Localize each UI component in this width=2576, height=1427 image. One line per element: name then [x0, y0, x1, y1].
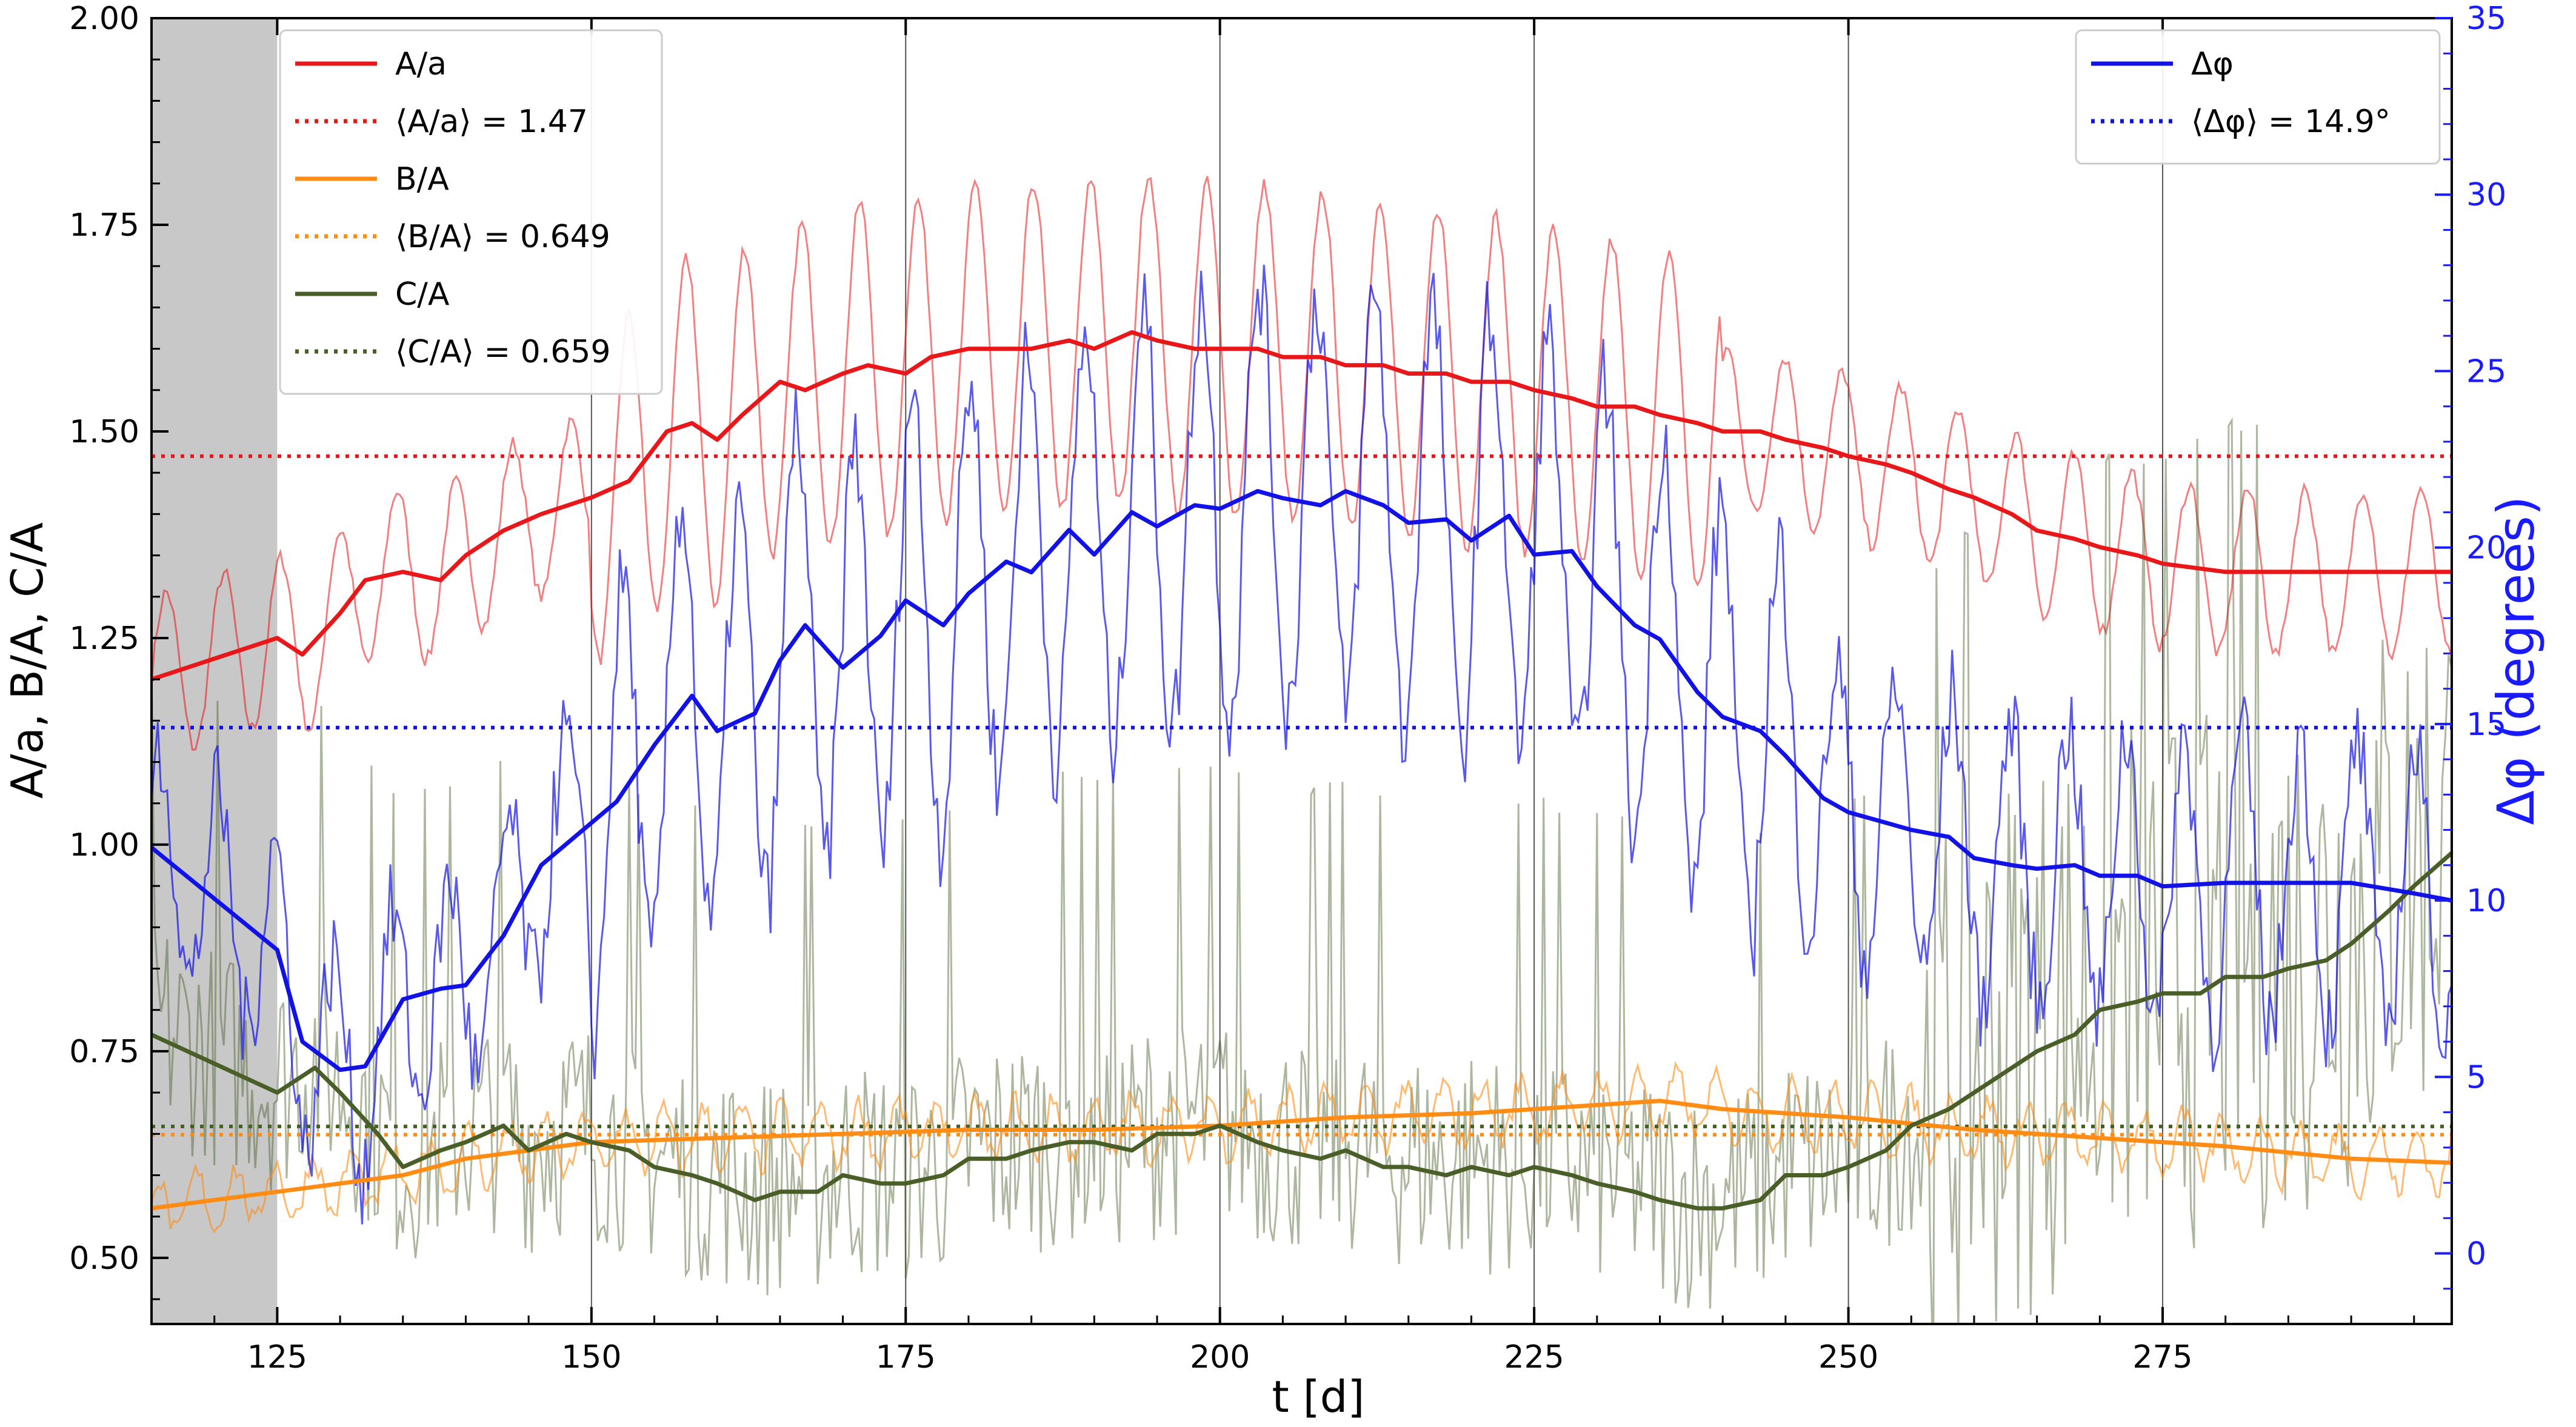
y-tick-label-right: 15: [2466, 707, 2506, 743]
y-tick-label-left: 1.00: [69, 827, 139, 863]
x-tick-label: 200: [1190, 1339, 1250, 1375]
legend-label: B/A: [395, 161, 449, 198]
legend-label: C/A: [395, 276, 450, 313]
raw-line-A-over-a: [152, 176, 2452, 751]
series-line-0: [152, 330, 2452, 682]
legend-right-box: [2075, 29, 2441, 165]
y-tick-label-left: 0.50: [69, 1240, 139, 1277]
y-tick-label-left: 2.00: [69, 1, 139, 37]
x-tick-label: 150: [561, 1339, 621, 1375]
raw-line-B-over-A: [152, 1060, 2452, 1234]
x-tick-label: 175: [876, 1339, 936, 1375]
legend-label: A/a: [395, 46, 447, 82]
series-line-2: [152, 851, 2452, 1211]
x-tick-label: 275: [2132, 1339, 2192, 1375]
legend-left: A/a ⟨A/a⟩ = 1.47 B/A ⟨B/A⟩ = 0.649 C/A ⟨C/A⟩ …: [279, 29, 663, 395]
series-line-1: [152, 1099, 2452, 1211]
y-tick-label-right: 20: [2466, 530, 2506, 567]
axes-frame: [150, 17, 2453, 1325]
legend-right: Δφ ⟨Δφ⟩ = 14.9°: [2075, 29, 2441, 165]
y-tick-label-left: 0.75: [69, 1034, 139, 1070]
y-tick-label-right: 10: [2466, 883, 2506, 919]
y-tick-label-right: 0: [2466, 1236, 2486, 1272]
legend-label: ⟨B/A⟩ = 0.649: [395, 219, 610, 255]
y-tick-label-right: 25: [2466, 353, 2506, 390]
x-axis-label: t [d]: [1272, 1371, 1365, 1422]
x-tick-label: 250: [1818, 1339, 1878, 1375]
plot-area: [152, 18, 2452, 1324]
legend-label: ⟨A/a⟩ = 1.47: [395, 104, 588, 140]
y-tick-label-left: 1.75: [69, 207, 139, 244]
y-tick-label-left: 1.25: [69, 620, 139, 657]
y-tick-label-left: 1.50: [69, 414, 139, 450]
y-tick-label-right: 30: [2466, 177, 2506, 213]
axes-layer: 125 150 175 200 225 250 2750.500.751.001.251.5…: [69, 1, 2506, 1375]
legend-label: ⟨Δφ⟩ = 14.9°: [2191, 104, 2391, 140]
plot-content: [152, 18, 2452, 1324]
x-tick-label: 125: [247, 1339, 307, 1375]
y-axis-label-right: Δφ (degrees): [2486, 496, 2546, 825]
y-tick-label-right: 5: [2466, 1059, 2486, 1096]
legend-label: ⟨C/A⟩ = 0.659: [395, 334, 610, 370]
x-tick-label: 225: [1504, 1339, 1564, 1375]
y-axis-label-left: A/a, B/A, C/A: [2, 522, 53, 799]
raw-line-delta-phi: [152, 264, 2452, 1225]
raw-line-C-over-A: [152, 417, 2452, 1324]
series-line-3: [152, 489, 2452, 1073]
y-tick-label-right: 35: [2466, 1, 2506, 37]
legend-label: Δφ: [2191, 46, 2234, 82]
